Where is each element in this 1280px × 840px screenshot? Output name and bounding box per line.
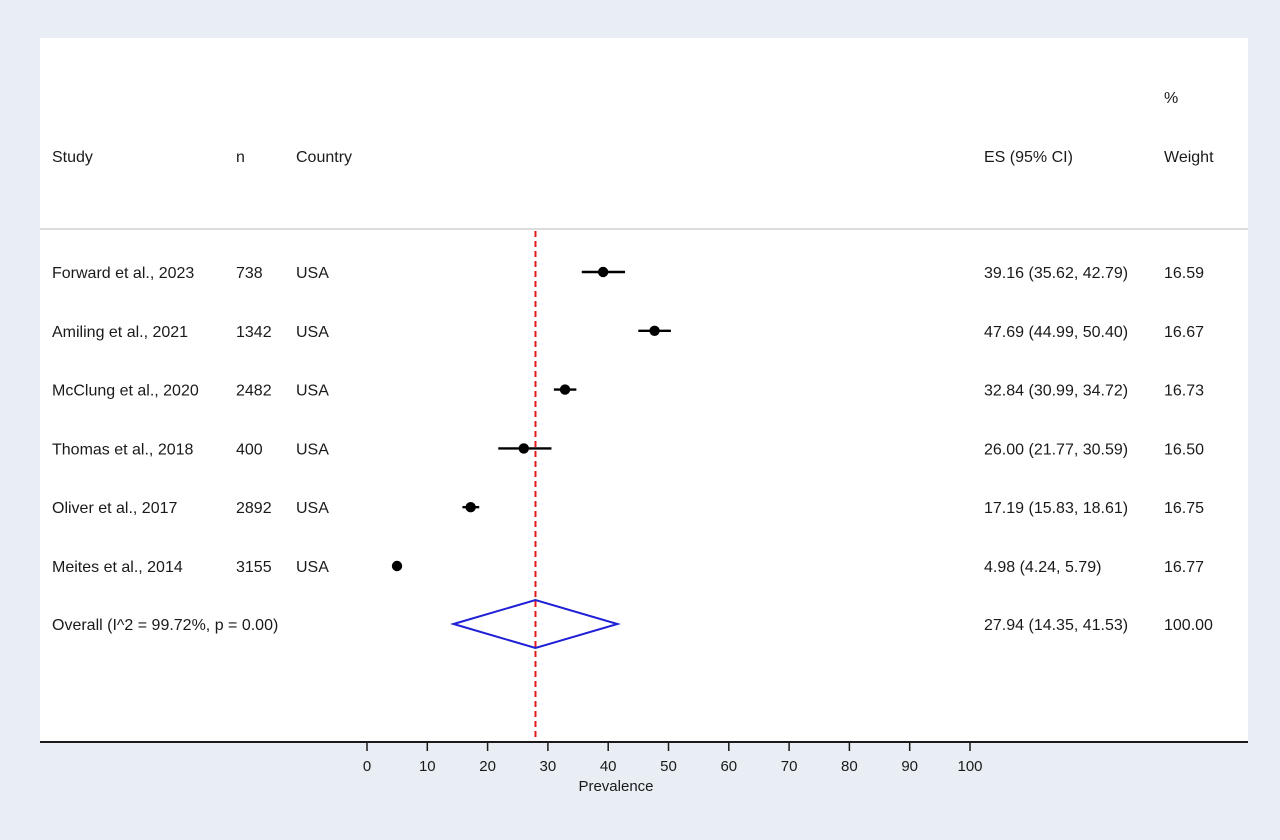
study-es: 47.69 (44.99, 50.40) (984, 324, 1128, 341)
study-n: 2482 (236, 383, 272, 400)
study-weight: 16.59 (1164, 265, 1204, 282)
overall-label: Overall (I^2 = 99.72%, p = 0.00) (52, 617, 278, 634)
study-n: 400 (236, 441, 263, 458)
point-estimate (597, 266, 609, 278)
study-weight: 16.77 (1164, 559, 1204, 576)
study-country: USA (296, 383, 329, 400)
study-name: Meites et al., 2014 (52, 559, 183, 576)
x-tick-label: 0 (363, 758, 371, 775)
header-es: ES (95% CI) (984, 149, 1073, 166)
study-es: 17.19 (15.83, 18.61) (984, 500, 1128, 517)
study-weight: 16.75 (1164, 500, 1204, 517)
study-es: 39.16 (35.62, 42.79) (984, 265, 1128, 282)
study-country: USA (296, 559, 329, 576)
study-row: Thomas et al., 2018 400 USA 26.00 (21.77, 3… (52, 441, 1204, 458)
study-name: Forward et al., 2023 (52, 265, 194, 282)
study-n: 3155 (236, 559, 272, 576)
study-country: USA (296, 324, 329, 341)
study-weight: 16.50 (1164, 441, 1204, 458)
x-tick-label: 90 (901, 758, 918, 775)
study-country: USA (296, 441, 329, 458)
x-tick-label: 20 (479, 758, 496, 775)
study-name: Thomas et al., 2018 (52, 441, 194, 458)
point-estimate (518, 443, 529, 454)
study-row: McClung et al., 2020 2482 USA 32.84 (30.99,… (52, 383, 1204, 400)
forest-plot-panel: Study n Country ES (95% CI)% Weight Forward … (40, 38, 1248, 795)
study-name: Oliver et al., 2017 (52, 500, 178, 517)
x-tick-label: 30 (540, 758, 557, 775)
x-tick-label: 100 (957, 758, 982, 775)
point-estimate (559, 384, 571, 395)
header-n: n (236, 149, 245, 166)
x-tick-label: 50 (660, 758, 677, 775)
overall-row: Overall (I^2 = 99.72%, p = 0.00) 27.94 (1… (52, 598, 1213, 650)
study-rows: Forward et al., 2023 738 USA 39.16 (35.62, … (52, 231, 1204, 742)
x-axis: 0 10 20 30 40 50 60 70 80 90 100 Prevalence (40, 741, 1248, 795)
header-weight-percent: % (1164, 90, 1178, 107)
study-n: 1342 (236, 324, 272, 341)
column-headers: Study n Country ES (95% CI)% Weight (52, 90, 1214, 166)
point-estimate (465, 502, 476, 513)
study-row: Meites et al., 2014 3155 USA 4.98 (4.24, 5.… (52, 559, 1204, 576)
point-estimate (649, 325, 660, 336)
x-tick-label: 70 (781, 758, 798, 775)
study-row: Forward et al., 2023 738 USA 39.16 (35.62, … (52, 265, 1204, 282)
header-study: Study (52, 149, 93, 166)
study-es: 26.00 (21.77, 30.59) (984, 441, 1128, 458)
x-tick-label: 80 (841, 758, 858, 775)
x-tick-label: 10 (419, 758, 436, 775)
overall-es: 27.94 (14.35, 41.53) (984, 617, 1128, 634)
x-tick-label: 40 (600, 758, 617, 775)
overall-weight: 100.00 (1164, 617, 1213, 634)
point-estimate (391, 560, 403, 572)
study-weight: 16.73 (1164, 383, 1204, 400)
study-n: 2892 (236, 500, 272, 517)
study-weight: 16.67 (1164, 324, 1204, 341)
study-es: 4.98 (4.24, 5.79) (984, 559, 1101, 576)
overall-diamond (449, 598, 621, 650)
x-axis-label: Prevalence (578, 778, 653, 795)
x-tick-label: 60 (720, 758, 737, 775)
study-country: USA (296, 500, 329, 517)
study-name: Amiling et al., 2021 (52, 324, 188, 341)
header-weight: Weight (1164, 149, 1214, 166)
study-country: USA (296, 265, 329, 282)
study-row: Amiling et al., 2021 1342 USA 47.69 (44.99,… (52, 324, 1204, 341)
header-country: Country (296, 149, 352, 166)
study-row: Oliver et al., 2017 2892 USA 17.19 (15.83, … (52, 500, 1204, 517)
forest-plot: Study n Country ES (95% CI)% Weight Forward … (40, 90, 1248, 795)
study-name: McClung et al., 2020 (52, 383, 199, 400)
study-n: 738 (236, 265, 263, 282)
study-es: 32.84 (30.99, 34.72) (984, 383, 1128, 400)
